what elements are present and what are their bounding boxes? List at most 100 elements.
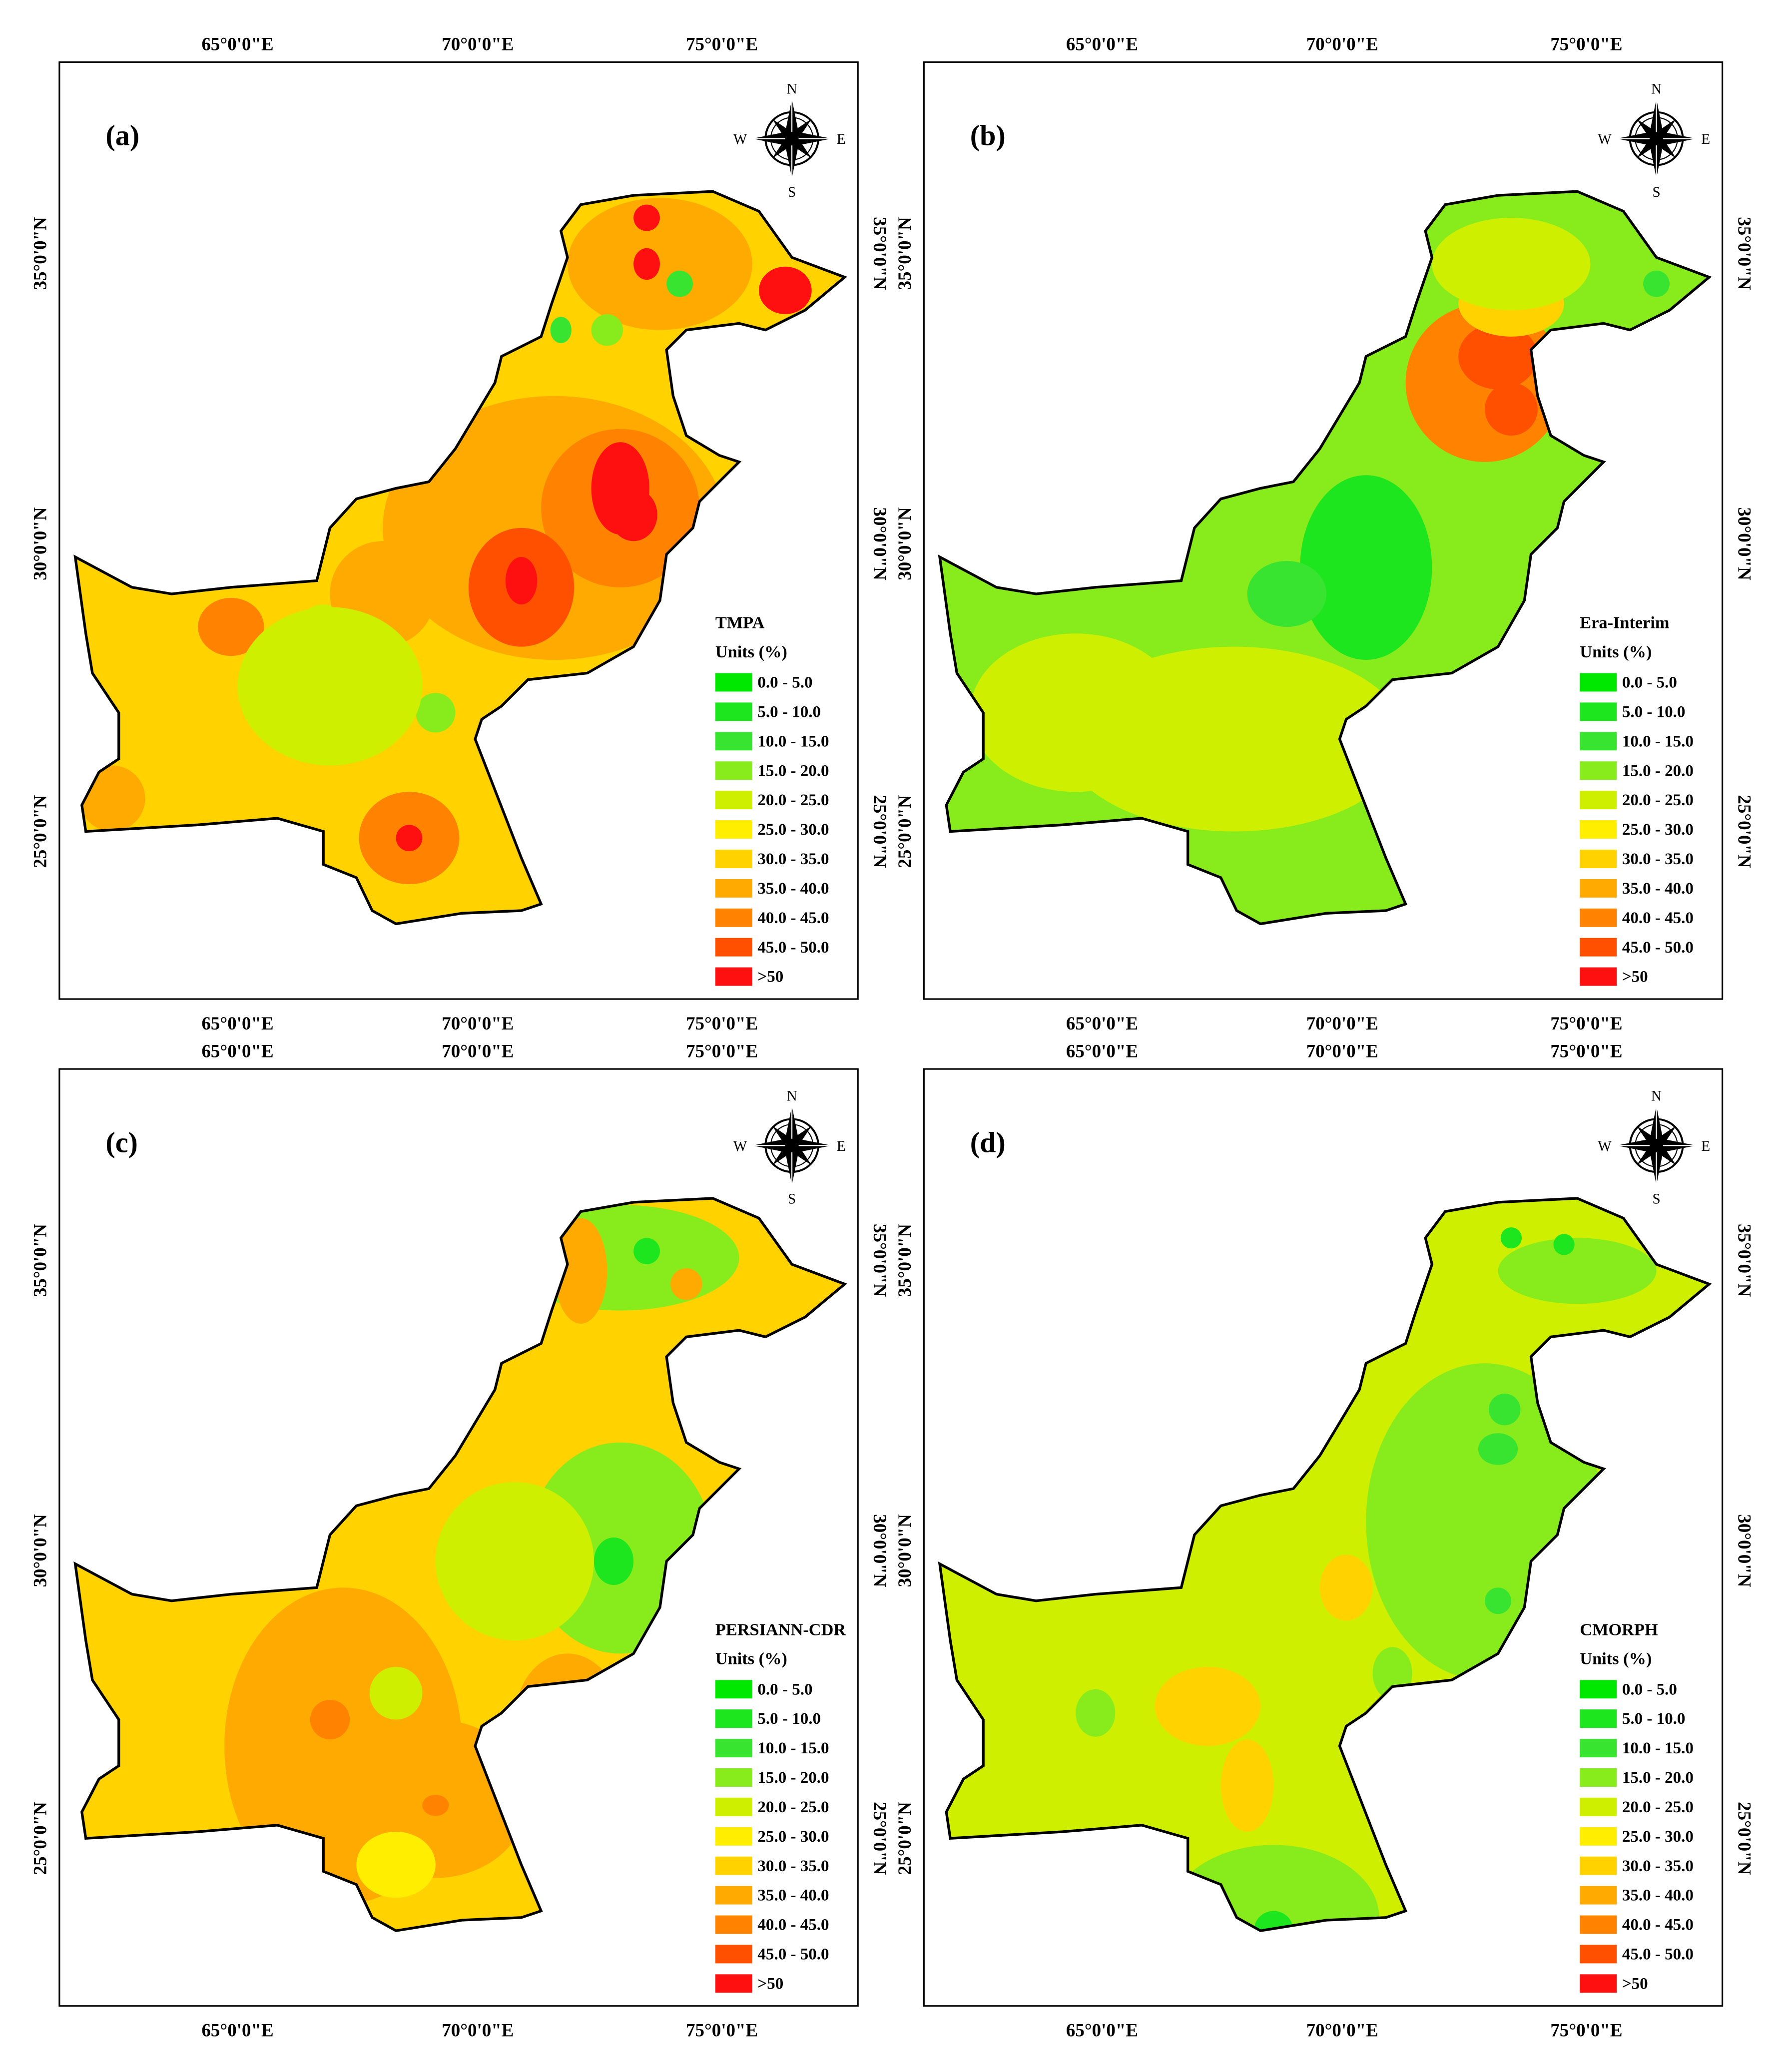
y-label: 30°0'0"N (29, 1514, 50, 1587)
legend-swatch (715, 732, 752, 751)
legend-label: 35.0 - 40.0 (757, 1887, 829, 1905)
legend-swatch (1580, 1680, 1617, 1699)
legend-label: 10.0 - 15.0 (1622, 1739, 1694, 1757)
legend-label: 25.0 - 30.0 (757, 1828, 829, 1846)
y-label: 25°0'0"N (870, 1802, 890, 1875)
legend-swatch (1580, 1739, 1617, 1758)
zone (1253, 1911, 1294, 1931)
legend-label: 35.0 - 40.0 (757, 880, 829, 898)
x-label: 65°0'0"E (201, 2020, 273, 2041)
x-label: 70°0'0"E (1306, 1013, 1378, 1034)
legend-swatch (1580, 938, 1617, 957)
legend-swatch (1580, 673, 1617, 692)
x-label: 75°0'0"E (686, 2020, 758, 2041)
panel-label: (b) (970, 119, 1006, 152)
y-label: 30°0'0"N (29, 507, 50, 580)
zone (633, 204, 660, 231)
y-label: 30°0'0"N (870, 1514, 890, 1587)
compass-w: W (733, 1138, 747, 1154)
legend-label: 20.0 - 25.0 (1622, 791, 1694, 809)
compass: N S E W (733, 81, 846, 200)
zone (550, 317, 572, 344)
compass-n: N (787, 81, 797, 97)
y-label: 35°0'0"N (1734, 1224, 1755, 1297)
legend-swatch (715, 908, 752, 927)
y-label: 35°0'0"N (29, 1224, 50, 1297)
x-label: 65°0'0"E (201, 1013, 273, 1034)
legend-label: >50 (757, 1975, 783, 1993)
zone (1247, 560, 1327, 627)
legend-label: 30.0 - 35.0 (1622, 1857, 1694, 1875)
legend-swatch (1580, 1797, 1617, 1816)
x-label: 70°0'0"E (1306, 1040, 1378, 1061)
legend-swatch (1580, 702, 1617, 721)
legend-label: 30.0 - 35.0 (1622, 850, 1694, 868)
legend-swatch (715, 938, 752, 957)
legend-swatch (1580, 1915, 1617, 1934)
zone (609, 488, 657, 541)
legend-swatch (715, 1680, 752, 1699)
x-label: 70°0'0"E (1306, 34, 1378, 54)
zone (505, 557, 538, 605)
legend-swatch (715, 791, 752, 810)
compass-star (1636, 1125, 1677, 1165)
y-label: 25°0'0"N (870, 795, 890, 868)
zone (1553, 1234, 1575, 1255)
compass: N S E W (1598, 1088, 1710, 1207)
y-label: 35°0'0"N (870, 217, 890, 290)
x-label: 70°0'0"E (442, 2020, 514, 2041)
zone (1489, 1393, 1521, 1426)
panel: (d) 65°0'0"E 65°0'0"E 70°0'0"E 70°0'0"E 75°0'… (894, 1040, 1755, 2040)
legend-label: 25.0 - 30.0 (1622, 1828, 1694, 1846)
y-label: 30°0'0"N (1734, 507, 1755, 580)
zone (554, 1218, 607, 1324)
zone (369, 1666, 423, 1720)
x-label: 65°0'0"E (1066, 2020, 1138, 2041)
legend-swatch (715, 761, 752, 780)
panel: (a) 65°0'0"E 65°0'0"E 70°0'0"E 70°0'0"E 75°0'… (29, 34, 890, 1034)
legend-swatch (715, 967, 752, 986)
legend-swatch (1580, 908, 1617, 927)
zone (422, 1795, 449, 1816)
legend-label: 30.0 - 35.0 (757, 850, 829, 868)
legend-swatch (1580, 791, 1617, 810)
legend-label: 5.0 - 10.0 (757, 703, 821, 721)
zone (1485, 383, 1538, 436)
zone (1300, 475, 1432, 660)
legend-swatch (715, 1797, 752, 1816)
legend-swatch (1580, 1856, 1617, 1875)
compass-s: S (1652, 1191, 1660, 1207)
y-label: 30°0'0"N (894, 507, 915, 580)
zone (1319, 1554, 1373, 1621)
legend-title: Era-Interim (1580, 613, 1670, 632)
legend-label: 45.0 - 50.0 (1622, 1946, 1694, 1964)
compass-w: W (1598, 131, 1612, 147)
legend-swatch (715, 1886, 752, 1905)
legend-label: 35.0 - 40.0 (1622, 1887, 1694, 1905)
legend-label: 0.0 - 5.0 (1622, 674, 1677, 692)
legend-swatch (715, 702, 752, 721)
compass-star (1636, 118, 1677, 159)
zone (310, 1699, 350, 1740)
legend-label: 40.0 - 45.0 (757, 909, 829, 927)
y-label: 25°0'0"N (1734, 1802, 1755, 1875)
legend-label: 5.0 - 10.0 (1622, 1710, 1686, 1728)
compass: N S E W (1598, 81, 1710, 200)
zone (1478, 1433, 1518, 1465)
legend-label: 0.0 - 5.0 (757, 1680, 812, 1698)
legend-label: >50 (1622, 968, 1648, 986)
x-label: 70°0'0"E (442, 34, 514, 54)
compass-e: E (1701, 1138, 1710, 1154)
compass-e: E (1701, 131, 1710, 147)
y-label: 25°0'0"N (894, 795, 915, 868)
legend-swatch (1580, 879, 1617, 898)
panel-label: (d) (970, 1126, 1006, 1158)
legend-swatch (1580, 732, 1617, 751)
legend-label: 15.0 - 20.0 (757, 1769, 829, 1787)
legend-swatch (1580, 967, 1617, 986)
zone (594, 1537, 634, 1585)
x-label: 70°0'0"E (1306, 2020, 1378, 2041)
zone (1220, 1739, 1274, 1832)
zone (198, 597, 264, 656)
